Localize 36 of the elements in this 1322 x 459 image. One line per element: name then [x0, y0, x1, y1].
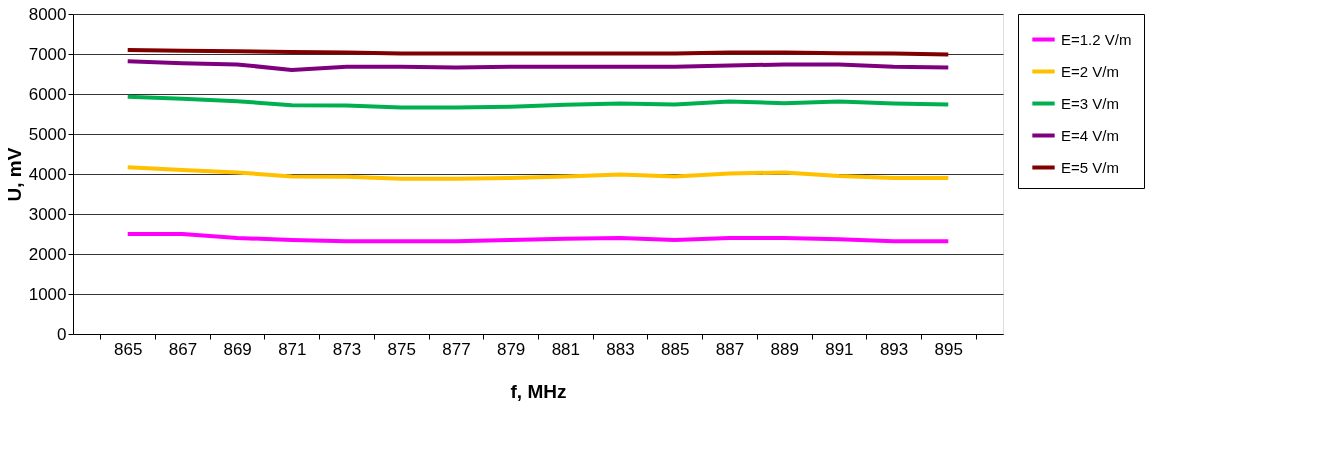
x-tick-label: 865 — [114, 339, 143, 359]
y-tick-label: 4000 — [28, 164, 67, 184]
x-tick-label: 881 — [551, 339, 581, 359]
y-axis-title: U, mV — [3, 147, 25, 202]
x-tick-label: 869 — [223, 339, 252, 359]
legend-label: E=1.2 V/m — [1061, 30, 1132, 48]
legend-label: E=5 V/m — [1061, 158, 1119, 176]
y-tick-label: 0 — [57, 324, 67, 344]
line-series — [125, 232, 951, 244]
x-tick-label: 893 — [879, 339, 909, 359]
line-series — [125, 94, 951, 110]
x-tick-label: 889 — [770, 339, 799, 359]
legend-label: E=3 V/m — [1061, 94, 1119, 112]
x-axis-title: f, MHz — [510, 380, 567, 402]
line-series — [125, 59, 951, 72]
x-tick-label: 875 — [387, 339, 416, 359]
y-tick-label: 8000 — [28, 4, 67, 24]
y-tick-label: 5000 — [28, 124, 67, 144]
x-tick-label: 873 — [332, 339, 362, 359]
y-tick-label: 2000 — [28, 244, 67, 264]
x-tick-label: 885 — [661, 339, 690, 359]
y-tick-label: 1000 — [28, 284, 67, 304]
y-tick-label: 7000 — [28, 44, 67, 64]
legend-label: E=2 V/m — [1061, 62, 1119, 80]
x-tick-label: 887 — [715, 339, 745, 359]
y-tick-label: 3000 — [28, 204, 67, 224]
x-tick-label: 891 — [825, 339, 854, 359]
x-tick-label: 877 — [442, 339, 471, 359]
legend-label: E=4 V/m — [1061, 126, 1119, 144]
x-tick-label: 895 — [934, 339, 963, 359]
x-tick-label: 879 — [496, 339, 526, 359]
x-tick-label: 871 — [278, 339, 307, 359]
x-tick-label: 883 — [606, 339, 635, 359]
line-series — [125, 165, 951, 181]
y-tick-label: 6000 — [28, 84, 67, 104]
x-tick-label: 867 — [168, 339, 198, 359]
